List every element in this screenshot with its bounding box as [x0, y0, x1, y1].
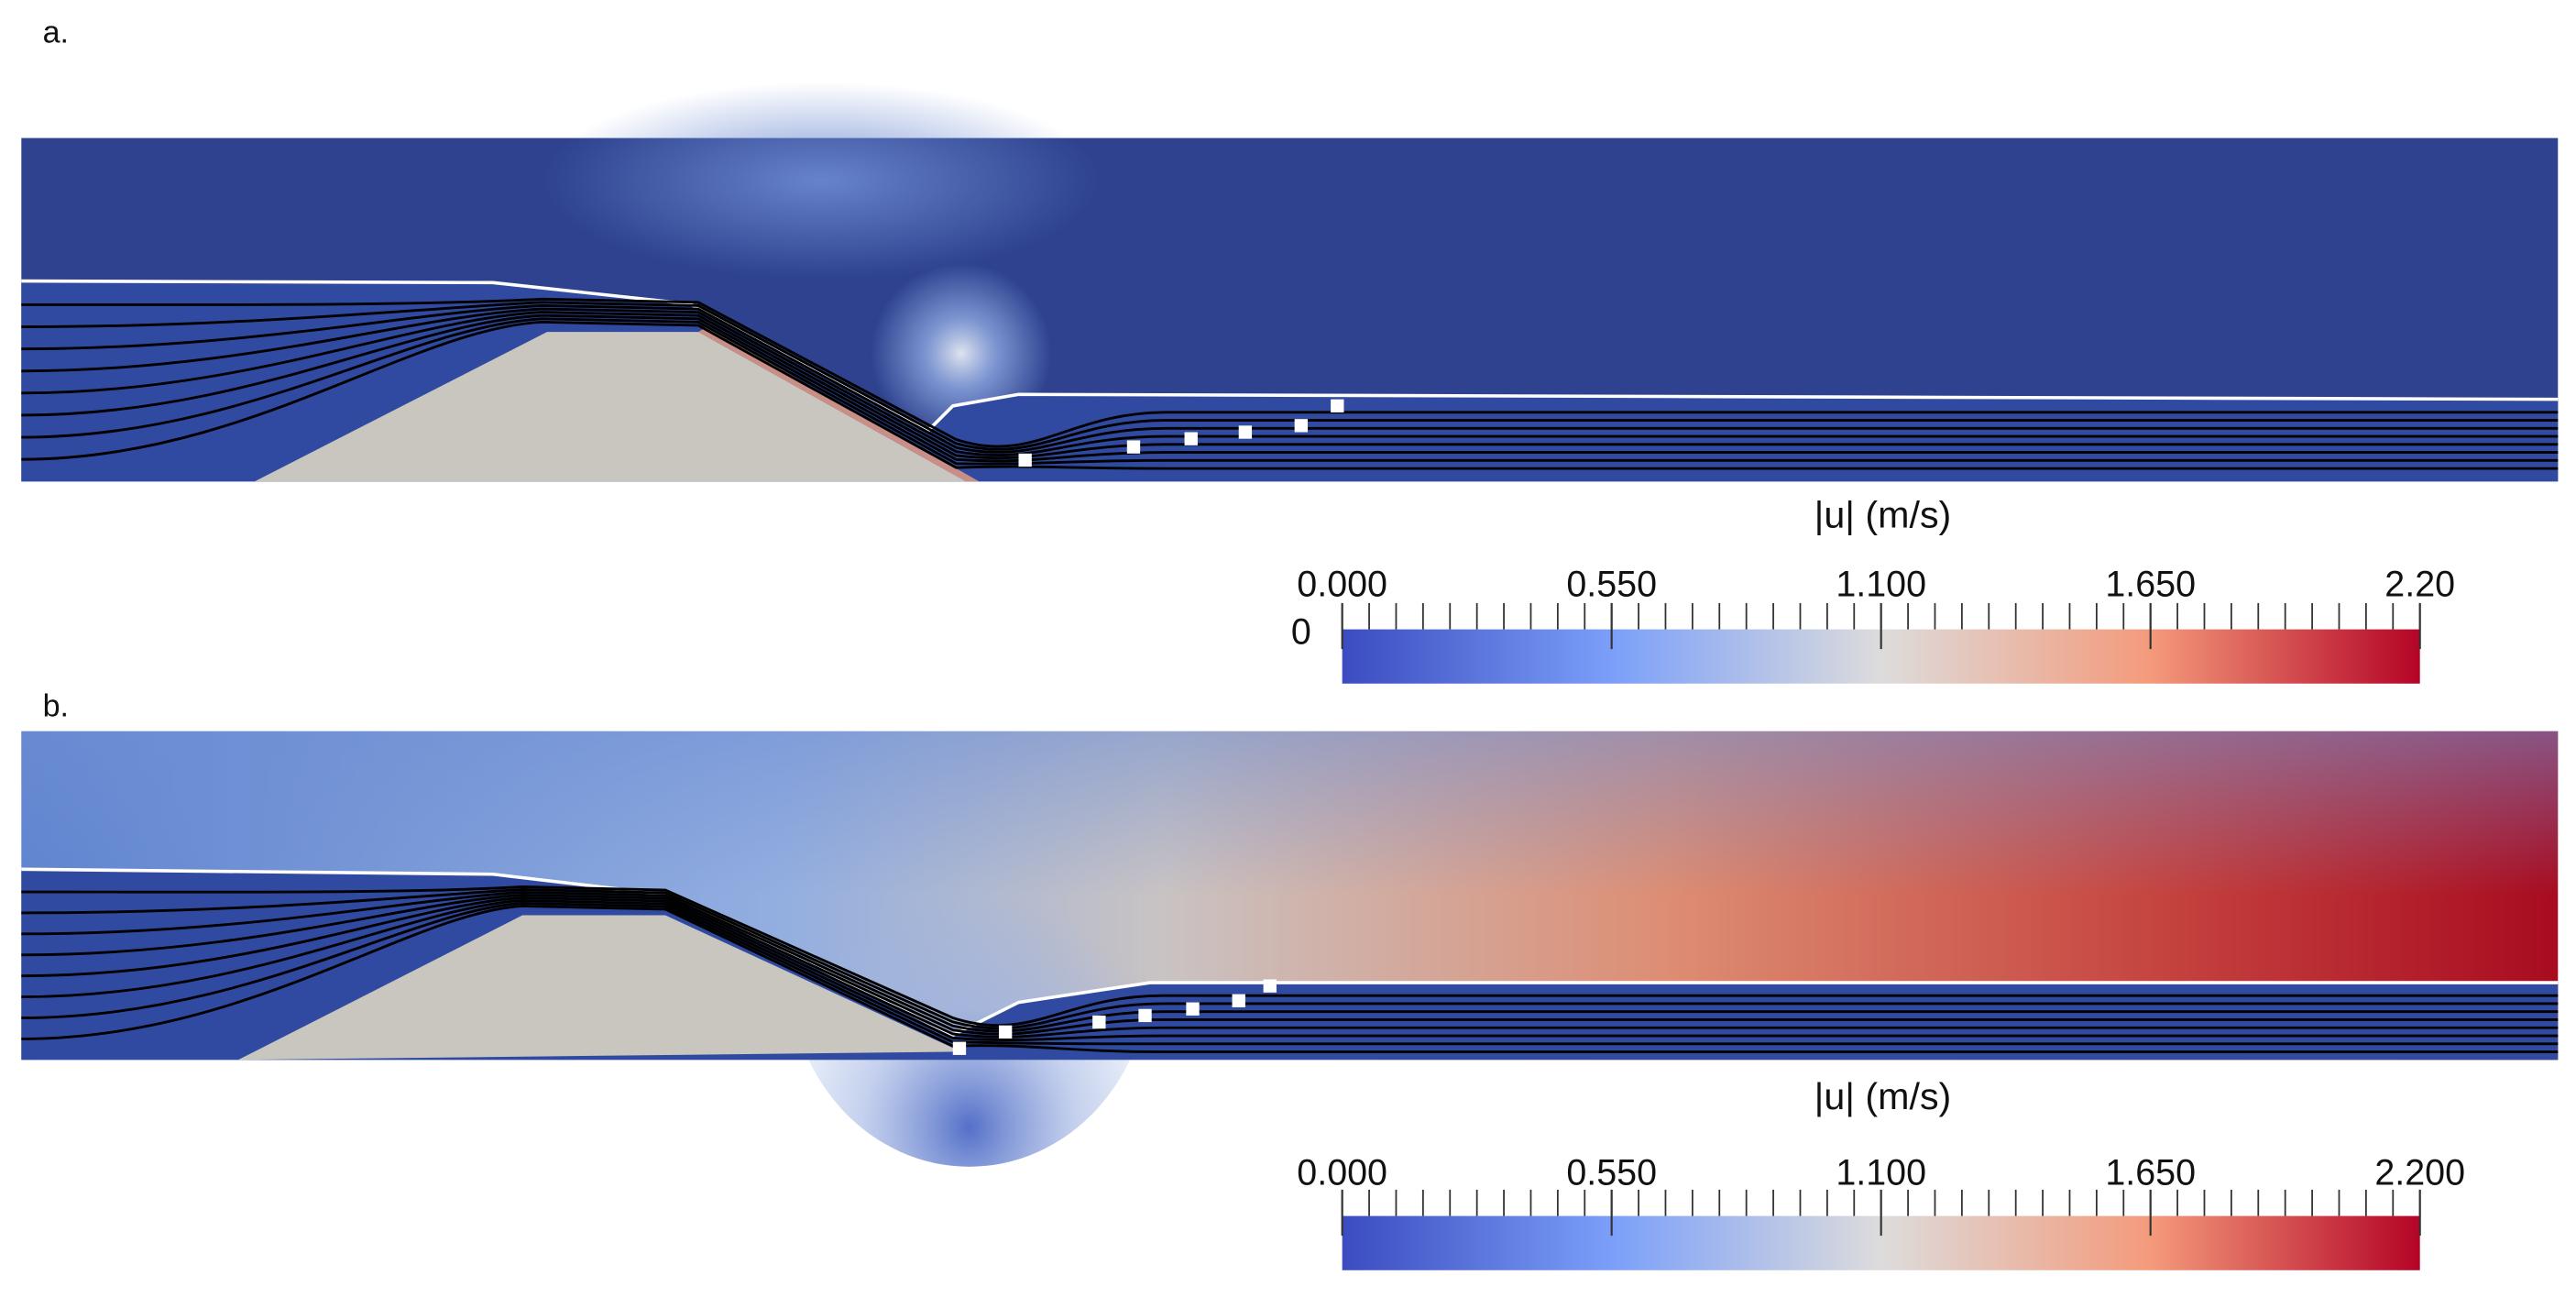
tick-label: 0.000 — [1297, 1153, 1387, 1193]
tick-label: 0.550 — [1566, 1153, 1657, 1193]
panel-label: b. — [43, 689, 69, 724]
marker — [1018, 453, 1032, 467]
colorbar-extra-label: 0 — [1291, 612, 1311, 653]
marker — [1331, 399, 1344, 412]
streamline — [21, 313, 2559, 463]
marker — [1232, 994, 1245, 1007]
streamline — [21, 301, 2559, 451]
tick-label: 2.20 — [2384, 565, 2455, 605]
panel-b-field — [21, 731, 2559, 1167]
marker — [998, 1025, 1013, 1039]
tick-label: 0.000 — [1297, 565, 1387, 605]
tick-label: 1.650 — [2105, 565, 2196, 605]
streamline — [21, 317, 2559, 466]
streamline — [21, 307, 2559, 456]
streamline — [21, 891, 2559, 1033]
panel-a-field — [21, 82, 2559, 482]
panel-label: a. — [43, 16, 69, 50]
streamline — [21, 885, 2559, 1028]
streamline — [21, 904, 2559, 1053]
streamline — [21, 888, 2559, 1030]
tick-label: 1.650 — [2105, 1153, 2196, 1193]
streamline — [21, 901, 2559, 1046]
marker — [1294, 419, 1309, 433]
streamline — [21, 320, 2559, 470]
streamline — [21, 304, 2559, 454]
marker — [1126, 440, 1141, 454]
marker — [1184, 432, 1198, 445]
marker — [1138, 1008, 1152, 1023]
colorbar-title: |u| (m/s) — [1814, 493, 1952, 535]
streamline — [21, 297, 2559, 448]
streamline — [21, 311, 2559, 460]
streamline — [21, 898, 2559, 1041]
tick-label: 1.100 — [1836, 565, 1926, 605]
streamline — [21, 896, 2559, 1039]
tick-label: 0.550 — [1566, 565, 1657, 605]
tick-label: 2.200 — [2374, 1153, 2465, 1193]
marker — [952, 1041, 967, 1055]
streamline — [21, 894, 2559, 1036]
marker — [1186, 1002, 1200, 1016]
marker — [1238, 425, 1253, 439]
colorbar-title: |u| (m/s) — [1814, 1075, 1952, 1117]
tick-label: 1.100 — [1836, 1153, 1926, 1193]
marker — [1092, 1015, 1106, 1029]
marker — [1263, 979, 1277, 993]
